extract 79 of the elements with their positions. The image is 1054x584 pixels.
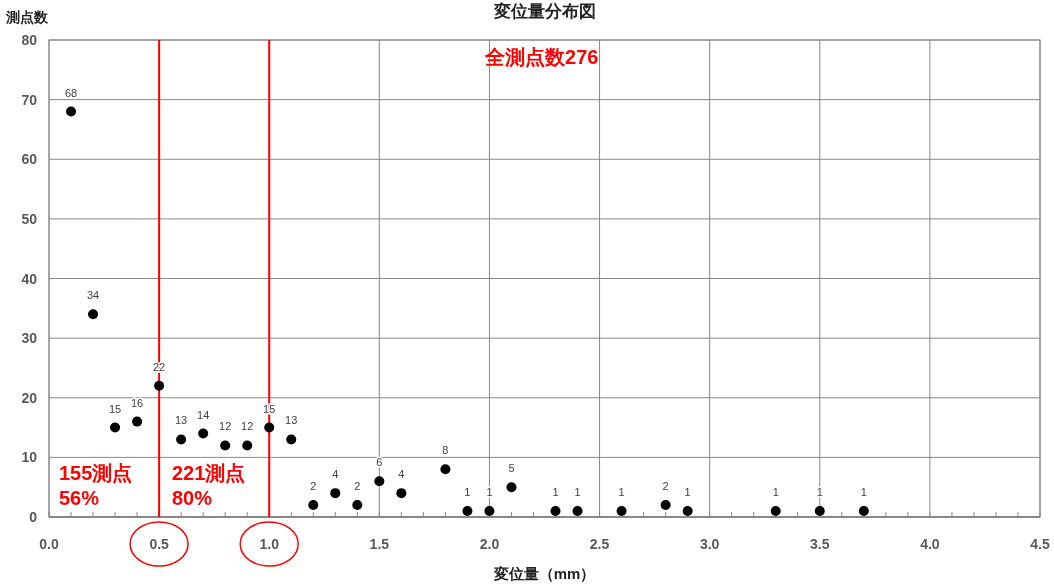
- point: [352, 500, 363, 511]
- data-label: 13: [285, 414, 298, 427]
- data-label: 14: [197, 408, 210, 421]
- y-tick-label: 30: [21, 330, 38, 347]
- x-axis-title: 変位量（mm）: [492, 565, 596, 582]
- data-label: 15: [108, 402, 122, 415]
- data-label: 2: [310, 480, 317, 493]
- x-tick-label: 1.5: [369, 536, 390, 552]
- point: [308, 500, 319, 511]
- point: [660, 500, 671, 511]
- point: [550, 506, 561, 517]
- point: [682, 506, 693, 517]
- data-label: 2: [662, 480, 669, 493]
- point: [176, 434, 187, 445]
- data-label: 5: [508, 462, 515, 475]
- data-label: 1: [860, 486, 867, 499]
- point: [198, 428, 209, 439]
- data-label: 1: [464, 486, 471, 499]
- point: [286, 434, 297, 445]
- x-tick-label: 4.0: [920, 536, 940, 552]
- point: [484, 506, 495, 517]
- data-label: 12: [219, 420, 232, 433]
- point: [572, 506, 583, 517]
- x-tick-label: 0.0: [39, 536, 59, 552]
- point: [396, 488, 407, 499]
- x-tick-label: 2.0: [479, 536, 500, 552]
- data-label: 1: [816, 486, 823, 499]
- x-tick-label: 3.5: [810, 536, 830, 552]
- y-tick-label: 10: [21, 449, 38, 466]
- point: [154, 380, 165, 391]
- data-label: 2: [354, 480, 361, 493]
- data-label: 1: [684, 486, 691, 499]
- annotation: 221測点 80%: [172, 462, 246, 509]
- annotation: 155測点 56%: [59, 462, 133, 509]
- x-tick-label: 0.5: [149, 536, 170, 552]
- y-tick-label: 80: [21, 32, 38, 48]
- data-label: 1: [772, 486, 779, 499]
- x-tick-label: 1.0: [259, 536, 280, 552]
- x-tick-label: 2.5: [589, 536, 610, 552]
- point: [264, 422, 275, 433]
- data-label: 1: [618, 486, 625, 499]
- data-label: 68: [64, 86, 78, 99]
- point: [858, 506, 869, 517]
- chart-title: 変位量分布図: [492, 2, 596, 21]
- data-label: 12: [241, 420, 254, 433]
- data-label: 1: [552, 486, 559, 499]
- y-tick-label: 50: [21, 210, 38, 227]
- point: [110, 422, 121, 433]
- point: [462, 506, 473, 517]
- data-label: 1: [574, 486, 581, 499]
- point: [88, 309, 99, 320]
- data-label: 8: [442, 444, 449, 457]
- x-tick-label: 4.5: [1030, 536, 1050, 552]
- data-label: 1: [486, 486, 493, 499]
- point: [506, 482, 517, 493]
- point: [374, 476, 385, 487]
- y-tick-label: 70: [21, 91, 38, 108]
- point: [220, 440, 231, 451]
- y-axis-title: 測点数: [5, 9, 49, 25]
- point: [242, 440, 253, 451]
- point: [616, 506, 627, 517]
- point: [132, 416, 143, 427]
- data-label: 6: [376, 456, 383, 469]
- data-label: 16: [130, 396, 144, 409]
- y-tick-label: 40: [21, 270, 38, 287]
- y-tick-label: 0: [29, 509, 38, 525]
- y-tick-label: 20: [21, 389, 38, 406]
- annotation: 全測点数276: [484, 46, 599, 68]
- x-tick-label: 3.0: [699, 536, 720, 552]
- data-label: 13: [175, 414, 188, 427]
- data-label: 4: [398, 468, 405, 481]
- point: [440, 464, 451, 475]
- data-label: 34: [86, 289, 100, 302]
- point: [330, 488, 341, 499]
- point: [66, 106, 77, 117]
- point: [814, 506, 825, 517]
- y-tick-label: 60: [21, 151, 38, 168]
- point: [770, 506, 781, 517]
- data-label: 4: [332, 468, 339, 481]
